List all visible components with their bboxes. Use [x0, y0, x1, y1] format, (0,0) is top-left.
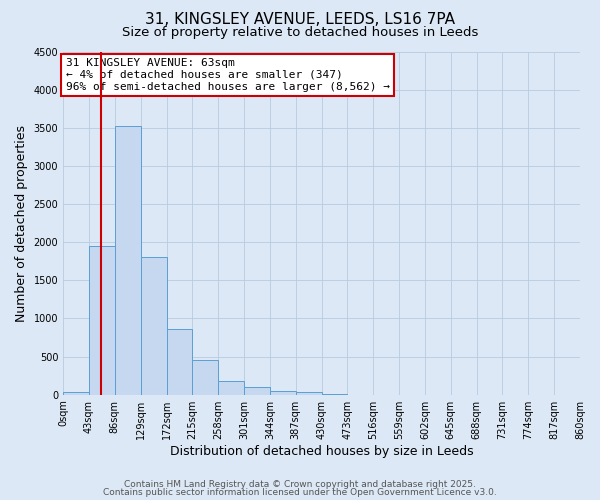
Bar: [63, 392, 89, 394]
Y-axis label: Number of detached properties: Number of detached properties: [15, 124, 28, 322]
Bar: [193, 360, 218, 394]
Bar: [270, 390, 296, 394]
Bar: [140, 258, 167, 394]
Bar: [296, 392, 322, 394]
Bar: [244, 387, 270, 394]
Bar: [115, 126, 140, 394]
Text: 31, KINGSLEY AVENUE, LEEDS, LS16 7PA: 31, KINGSLEY AVENUE, LEEDS, LS16 7PA: [145, 12, 455, 28]
X-axis label: Distribution of detached houses by size in Leeds: Distribution of detached houses by size …: [170, 444, 473, 458]
Bar: [89, 246, 115, 394]
Text: 31 KINGSLEY AVENUE: 63sqm
← 4% of detached houses are smaller (347)
96% of semi-: 31 KINGSLEY AVENUE: 63sqm ← 4% of detach…: [66, 58, 390, 92]
Text: Contains public sector information licensed under the Open Government Licence v3: Contains public sector information licen…: [103, 488, 497, 497]
Bar: [167, 329, 193, 394]
Bar: [218, 382, 244, 394]
Text: Contains HM Land Registry data © Crown copyright and database right 2025.: Contains HM Land Registry data © Crown c…: [124, 480, 476, 489]
Text: Size of property relative to detached houses in Leeds: Size of property relative to detached ho…: [122, 26, 478, 39]
